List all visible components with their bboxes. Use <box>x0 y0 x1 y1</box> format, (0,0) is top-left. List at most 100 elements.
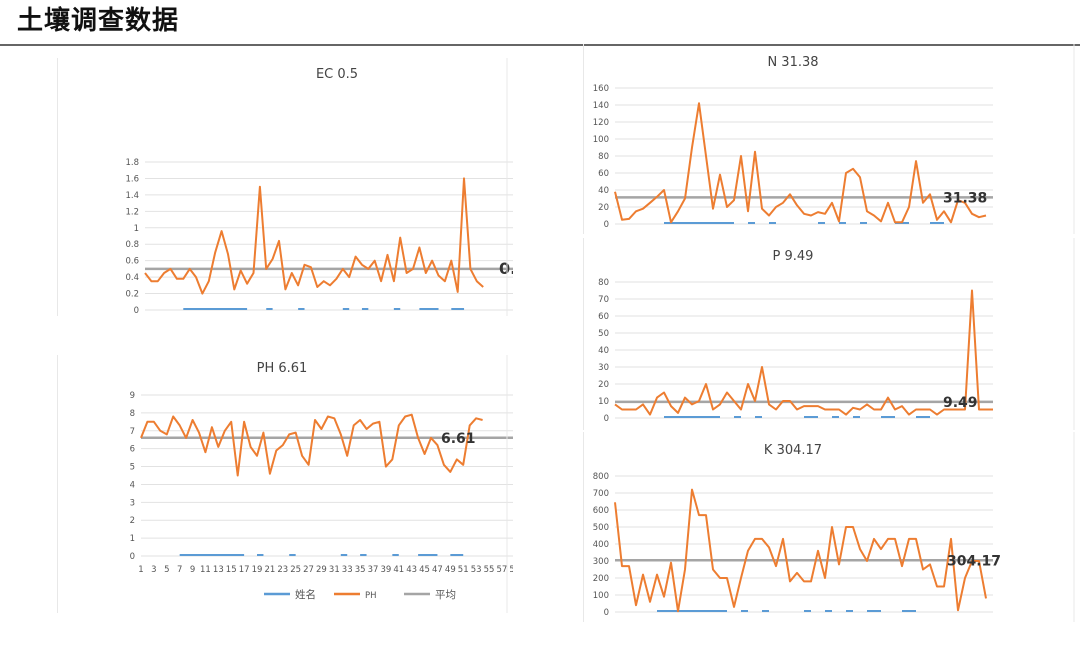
average-data-label: 31.38 <box>943 190 987 206</box>
y-tick-label: 0 <box>134 306 139 316</box>
y-tick-label: 50 <box>598 329 609 339</box>
chart-p: P 9.49 0 10 20 30 40 50 60 70 80 9.49 <box>583 238 1075 430</box>
x-tick-label: 27 <box>303 565 314 575</box>
x-tick-label: 7 <box>177 565 182 575</box>
chart-title: EC 0.5 <box>316 67 358 82</box>
x-tick-label: 35 <box>355 565 366 575</box>
x-tick-label: 21 <box>264 565 275 575</box>
x-tick-label: 45 <box>419 565 430 575</box>
y-tick-label: 10 <box>598 397 609 407</box>
x-tick-label: 23 <box>277 565 288 575</box>
x-tick-label: 53 <box>471 565 482 575</box>
y-tick-label: 70 <box>598 295 609 305</box>
y-tick-label: 500 <box>593 523 609 533</box>
y-tick-label: 9 <box>130 391 135 401</box>
average-data-label: 0.5 <box>499 259 513 278</box>
chart-title: PH 6.61 <box>257 361 308 376</box>
value-series-line <box>140 413 483 477</box>
y-tick-label: 5 <box>130 463 135 473</box>
x-tick-label: 9 <box>190 565 195 575</box>
value-series-line <box>614 488 987 613</box>
x-tick-label: 19 <box>252 565 263 575</box>
y-tick-label: 0 <box>604 608 609 618</box>
y-tick-label: 80 <box>598 278 609 288</box>
y-tick-label: 0.6 <box>125 257 139 267</box>
y-tick-label: 120 <box>593 118 609 128</box>
average-data-label: 6.61 <box>441 431 476 447</box>
x-tick-label: 17 <box>239 565 250 575</box>
y-tick-label: 200 <box>593 574 609 584</box>
y-tick-label: 80 <box>598 152 609 162</box>
title-divider <box>0 44 1080 46</box>
y-tick-label: 20 <box>598 203 609 213</box>
y-tick-label: 800 <box>593 472 609 482</box>
y-tick-label: 60 <box>598 169 609 179</box>
y-tick-label: 300 <box>593 557 609 567</box>
x-tick-label: 29 <box>316 565 327 575</box>
x-tick-label: 59 <box>509 565 513 575</box>
legend-label: 姓名 <box>295 588 316 601</box>
x-tick-label: 25 <box>290 565 301 575</box>
y-tick-label: 100 <box>593 135 609 145</box>
y-tick-label: 1.6 <box>125 174 139 184</box>
y-tick-label: 700 <box>593 489 609 499</box>
y-tick-label: 20 <box>598 380 609 390</box>
x-tick-label: 43 <box>406 565 417 575</box>
y-tick-label: 40 <box>598 346 609 356</box>
y-tick-label: 600 <box>593 506 609 516</box>
y-tick-label: 0.4 <box>125 273 139 283</box>
y-tick-label: 0 <box>604 220 609 230</box>
y-tick-label: 0 <box>604 414 609 424</box>
x-tick-label: 11 <box>200 565 211 575</box>
chart-title: N 31.38 <box>767 55 818 70</box>
x-tick-label: 37 <box>368 565 379 575</box>
y-tick-label: 2 <box>130 516 135 526</box>
x-tick-label: 39 <box>380 565 391 575</box>
y-tick-label: 100 <box>593 591 609 601</box>
x-tick-label: 55 <box>484 565 495 575</box>
y-tick-label: 400 <box>593 540 609 550</box>
x-tick-label: 1 <box>138 565 143 575</box>
y-tick-label: 1.8 <box>125 158 139 168</box>
x-tick-label: 41 <box>393 565 404 575</box>
y-tick-label: 60 <box>598 312 609 322</box>
y-tick-label: 8 <box>130 409 135 419</box>
y-tick-label: 140 <box>593 101 609 111</box>
legend-label: 平均 <box>435 589 456 601</box>
chart-k: K 304.17 0 100 200 300 400 500 600 700 800 304.17 <box>583 432 1075 622</box>
x-tick-label: 51 <box>458 565 469 575</box>
y-tick-label: 0.8 <box>125 240 139 250</box>
chart-title: K 304.17 <box>764 443 822 458</box>
y-tick-label: 30 <box>598 363 609 373</box>
y-tick-label: 1 <box>134 224 139 234</box>
legend-label: PH <box>365 591 377 601</box>
chart-title: P 9.49 <box>773 249 814 264</box>
y-tick-label: 1.2 <box>125 207 139 217</box>
average-data-label: 9.49 <box>943 395 978 411</box>
y-tick-label: 0 <box>130 552 135 562</box>
value-series-line <box>614 289 993 416</box>
value-series-line <box>614 102 987 224</box>
value-series-line <box>144 177 484 295</box>
x-tick-label: 33 <box>342 565 353 575</box>
x-tick-label: 13 <box>213 565 224 575</box>
x-tick-label: 47 <box>432 565 443 575</box>
x-tick-label: 3 <box>151 565 156 575</box>
x-tick-label: 15 <box>226 565 237 575</box>
y-tick-label: 1 <box>130 534 135 544</box>
page-title: 土壤调查数据 <box>17 6 180 36</box>
y-tick-label: 6 <box>130 445 135 455</box>
y-tick-label: 4 <box>130 480 135 490</box>
y-tick-label: 40 <box>598 186 609 196</box>
average-data-label: 304.17 <box>947 553 1001 569</box>
x-tick-label: 49 <box>445 565 456 575</box>
x-tick-label: 31 <box>329 565 340 575</box>
y-tick-label: 1.4 <box>125 191 139 201</box>
y-tick-label: 7 <box>130 427 135 437</box>
chart-n: N 31.38 0 20 40 60 80 100 120 140 160 31.38 <box>583 44 1075 234</box>
x-tick-label: 57 <box>496 565 507 575</box>
y-tick-label: 160 <box>593 84 609 94</box>
chart-ec: EC 0.500.20.40.60.811.21.41.61.813579111… <box>57 58 513 316</box>
y-tick-label: 3 <box>130 498 135 508</box>
